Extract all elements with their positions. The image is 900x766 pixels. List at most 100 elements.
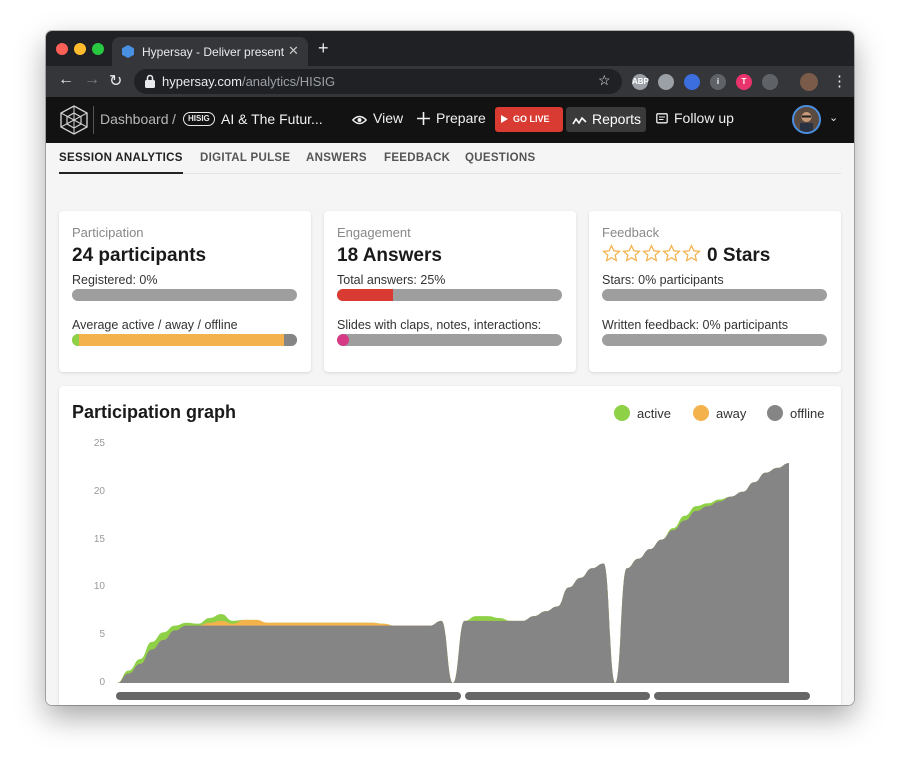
bookmark-star-icon[interactable]: ☆: [598, 72, 611, 88]
stars-bar: [602, 289, 827, 301]
engagement-card: Engagement 18 Answers Total answers: 25%…: [324, 211, 576, 372]
browser-tab[interactable]: Hypersay - Deliver presentations ✕: [112, 37, 308, 66]
header-divider: [93, 106, 94, 134]
app-header: Dashboard / HISIG AI & The Futur... View…: [46, 97, 854, 143]
activity-bar-offline: [283, 334, 297, 346]
back-icon[interactable]: ←: [58, 71, 74, 88]
presentation-title[interactable]: AI & The Futur...: [221, 111, 323, 127]
cast-icon[interactable]: [762, 74, 778, 90]
session-code-badge: HISIG: [183, 112, 215, 126]
abp-icon[interactable]: ABP: [632, 74, 649, 90]
participation-graph-card: Participation graph active away offline …: [59, 386, 841, 705]
star-rating: [602, 244, 702, 266]
breadcrumb-dashboard[interactable]: Dashboard: [100, 111, 169, 127]
tab-close-icon[interactable]: ✕: [288, 43, 299, 58]
timeline-segment[interactable]: [654, 692, 810, 700]
tab-session-analytics[interactable]: SESSION ANALYTICS: [59, 152, 183, 164]
registered-bar: [72, 289, 297, 301]
reports-button[interactable]: Reports: [566, 107, 646, 132]
star-icon[interactable]: [622, 244, 641, 263]
follow-up-label: Follow up: [674, 110, 734, 126]
legend-active-dot: [614, 405, 630, 421]
star-icon[interactable]: [602, 244, 621, 263]
written-feedback-label: Written feedback: 0% participants: [602, 318, 788, 332]
written-feedback-bar: [602, 334, 827, 346]
browser-profile-avatar[interactable]: [800, 73, 818, 91]
info-icon[interactable]: i: [710, 74, 726, 90]
y-tick-label: 0: [99, 677, 105, 688]
analytics-tabs: SESSION ANALYTICS DIGITAL PULSE ANSWERS …: [59, 143, 841, 174]
registered-label: Registered: 0%: [72, 273, 158, 287]
message-icon: [656, 113, 668, 124]
url-text: hypersay.com/analytics/HISIG: [162, 74, 336, 89]
tab-answers[interactable]: ANSWERS: [306, 152, 367, 164]
offline-area: [117, 463, 789, 683]
tab-title: Hypersay - Deliver presentations: [142, 45, 284, 59]
breadcrumb-separator: /: [172, 111, 176, 127]
timeline-segment[interactable]: [116, 692, 461, 700]
total-answers-label: Total answers: 25%: [337, 273, 446, 287]
reload-icon[interactable]: ↻: [109, 73, 123, 90]
browser-menu-icon[interactable]: ⋮: [832, 73, 847, 90]
bitwarden-icon[interactable]: [684, 74, 700, 90]
slides-interactions-bar-fill: [337, 334, 349, 346]
active-tab-indicator: [59, 172, 183, 174]
timeline-segment[interactable]: [465, 692, 651, 700]
prepare-label: Prepare: [436, 110, 486, 126]
address-bar[interactable]: hypersay.com/analytics/HISIG ☆: [134, 69, 622, 94]
close-window-button[interactable]: [56, 43, 68, 55]
follow-up-button[interactable]: Follow up: [656, 110, 734, 126]
user-menu-chevron-icon[interactable]: ⌄: [829, 112, 839, 124]
star-icon[interactable]: [642, 244, 661, 263]
y-tick-label: 5: [99, 629, 105, 641]
star-icon[interactable]: [662, 244, 681, 263]
forward-icon[interactable]: →: [84, 71, 100, 88]
minimize-window-button[interactable]: [74, 43, 86, 55]
pocket-icon[interactable]: [658, 74, 674, 90]
t-icon[interactable]: T: [736, 74, 752, 90]
slides-interactions-bar: [337, 334, 562, 346]
y-tick-label: 25: [93, 438, 105, 449]
hypersay-logo-icon[interactable]: [60, 105, 88, 135]
legend-active[interactable]: active: [614, 405, 671, 421]
tab-questions[interactable]: QUESTIONS: [465, 152, 536, 164]
tab-feedback[interactable]: FEEDBACK: [384, 152, 451, 164]
activity-bar-active: [72, 334, 79, 346]
browser-window: Hypersay - Deliver presentations ✕ + ← →…: [46, 31, 854, 705]
y-tick-label: 10: [93, 581, 105, 593]
engagement-value: 18 Answers: [337, 245, 442, 266]
tab-digital-pulse[interactable]: DIGITAL PULSE: [200, 152, 291, 164]
y-tick-label: 15: [93, 533, 105, 545]
reports-label: Reports: [592, 111, 642, 127]
eye-icon: [351, 115, 368, 125]
active-area: [117, 463, 789, 683]
reports-chart-icon: [572, 116, 587, 125]
stars-participants-label: Stars: 0% participants: [602, 273, 724, 287]
go-live-label: GO LIVE: [513, 114, 550, 124]
legend-active-label: active: [637, 406, 671, 421]
legend-offline-dot: [767, 405, 783, 421]
participation-area-chart: [117, 463, 789, 683]
feedback-value: 0 Stars: [707, 245, 771, 266]
feedback-card: Feedback 0 Stars Stars: 0% participants …: [589, 211, 841, 372]
engagement-label: Engagement: [337, 225, 411, 240]
graph-title: Participation graph: [72, 402, 237, 422]
prepare-button[interactable]: Prepare: [417, 110, 486, 126]
user-avatar[interactable]: [792, 105, 821, 134]
maximize-window-button[interactable]: [92, 43, 104, 55]
view-label: View: [373, 110, 404, 126]
view-button[interactable]: View: [351, 110, 404, 126]
legend-away[interactable]: away: [693, 405, 746, 421]
total-answers-bar-fill: [337, 289, 394, 301]
play-icon: [501, 115, 508, 123]
user-photo: [794, 107, 819, 132]
participation-label: Participation: [72, 225, 144, 240]
browser-tab-strip: Hypersay - Deliver presentations ✕ +: [46, 31, 854, 66]
participation-card: Participation 24 participants Registered…: [59, 211, 311, 372]
legend-away-dot: [693, 405, 709, 421]
star-icon[interactable]: [682, 244, 701, 263]
go-live-button[interactable]: GO LIVE: [495, 107, 563, 132]
total-answers-bar: [337, 289, 562, 301]
legend-offline[interactable]: offline: [767, 405, 824, 421]
new-tab-button[interactable]: +: [318, 38, 329, 58]
